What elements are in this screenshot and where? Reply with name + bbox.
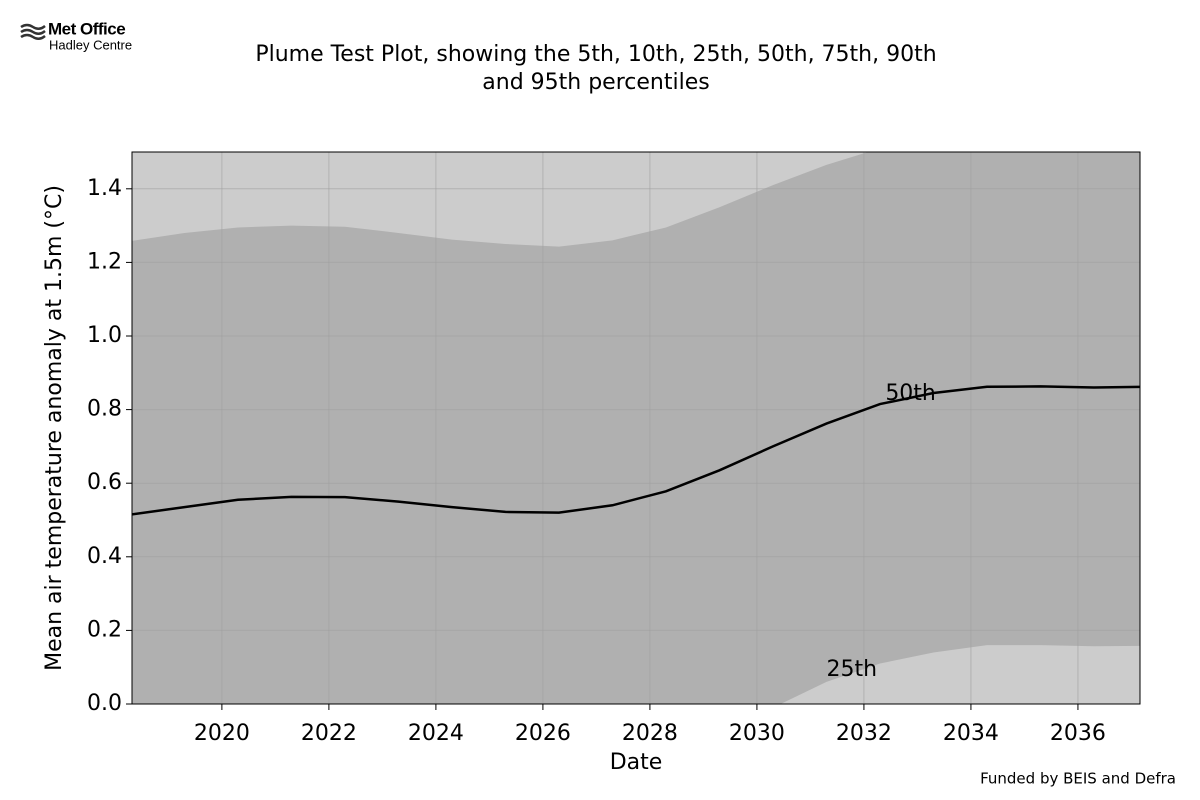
y-tick-label: 1.2 xyxy=(87,249,122,274)
y-tick-label: 1.4 xyxy=(87,176,122,201)
logo-sub: Hadley Centre xyxy=(49,37,132,52)
logo-name: Met Office xyxy=(48,19,125,38)
x-tick-label: 2022 xyxy=(301,721,357,746)
x-tick-label: 2026 xyxy=(515,721,571,746)
x-tick-label: 2028 xyxy=(622,721,678,746)
lower-tail-area xyxy=(780,645,1140,704)
x-tick-label: 2034 xyxy=(943,721,999,746)
plot-area xyxy=(132,152,1140,704)
upper-tail-area xyxy=(132,152,869,247)
x-tick-label: 2020 xyxy=(194,721,250,746)
x-tick-label: 2024 xyxy=(408,721,464,746)
plot-background xyxy=(132,152,1140,704)
x-tick-label: 2036 xyxy=(1050,721,1106,746)
x-tick-label: 2030 xyxy=(729,721,785,746)
x-axis-label: Date xyxy=(610,750,663,775)
annotation: 25th xyxy=(826,657,877,682)
chart-title: Plume Test Plot, showing the 5th, 10th, … xyxy=(255,42,936,67)
annotation: 50th xyxy=(885,381,936,406)
chart-title: and 95th percentiles xyxy=(482,70,709,95)
y-tick-label: 0.0 xyxy=(87,691,122,716)
y-tick-label: 1.0 xyxy=(87,323,122,348)
x-tick-label: 2032 xyxy=(836,721,892,746)
y-tick-label: 0.2 xyxy=(87,617,122,642)
y-tick-label: 0.6 xyxy=(87,470,122,495)
y-tick-label: 0.8 xyxy=(87,397,122,422)
y-axis-label: Mean air temperature anomaly at 1.5m (°C… xyxy=(42,185,67,671)
median-line xyxy=(132,385,1140,516)
logo-icon xyxy=(20,23,46,40)
footer: Funded by BEIS and Defra xyxy=(980,770,1176,788)
y-tick-label: 0.4 xyxy=(87,544,122,569)
plot-frame xyxy=(131,151,1141,705)
